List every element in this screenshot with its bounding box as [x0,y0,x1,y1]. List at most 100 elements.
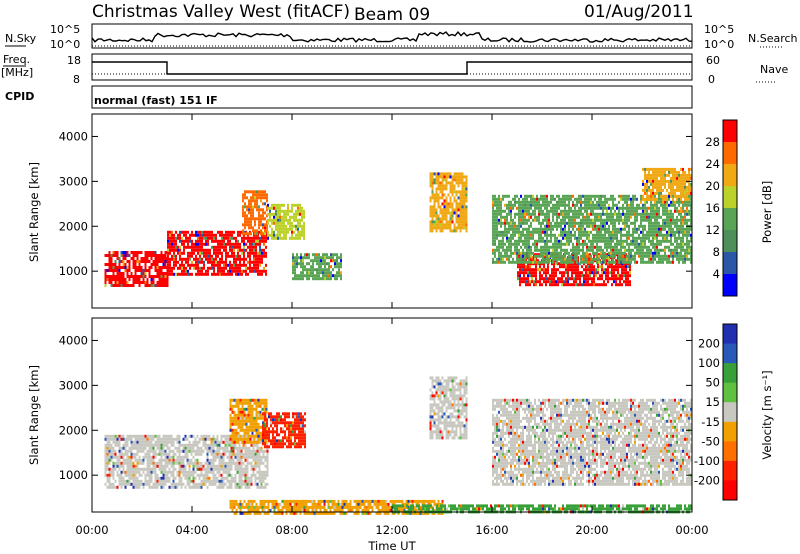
power-colorbar-tick: 12 [705,223,720,237]
velocity-colorbar-tick: -100 [694,454,720,468]
power-ytick-label: 3000 [59,174,88,188]
velocity-xtick-label: 16:00 [475,523,508,537]
velocity-ytick-label: 3000 [59,378,88,392]
velocity-colorbar-cell [723,421,737,442]
velocity-colorbar-tick: -15 [701,415,720,429]
freq-right-tick-top: 60 [706,54,720,67]
power-colorbar-cell [723,208,737,231]
velocity-colorbar-tick: -200 [694,473,720,487]
velocity-colorbar: 200 100 50 15 -15 -50 -100 -200 [694,323,738,501]
freq-panel-frame [91,53,693,81]
velocity-colorbar-cell [723,363,737,384]
noise-right-top: 10^5 [704,23,734,36]
power-ytick-label: 4000 [59,129,88,143]
velocity-xtick-label: 12:00 [375,523,408,537]
velocity-region-5 [229,499,444,515]
velocity-colorbar-label: Velocity [m s⁻¹] [760,370,774,459]
velocity-colorbar-tick: 200 [698,337,720,351]
velocity-region-4 [492,398,692,486]
power-colorbar-cell [723,252,737,275]
power-colorbar-cell [723,142,737,165]
velocity-ytick-label: 1000 [59,468,88,482]
power-colorbar-cell [723,274,737,297]
cpid-panel-frame [91,85,693,109]
freq-trace [92,61,692,75]
power-region-1 [167,230,267,276]
velocity-colorbar-cell [723,460,737,481]
power-ytick-label: 2000 [59,219,88,233]
power-colorbar-tick: 20 [705,179,720,193]
nave-label: Nave [760,63,788,76]
power-y-axis: 1000 2000 3000 4000 [59,129,692,278]
power-colorbar-tick: 4 [713,267,720,281]
velocity-region-0 [104,434,269,489]
freq-unit-label: [MHz] [1,66,33,79]
power-colorbar-tick: 16 [705,201,720,215]
power-colorbar-tick: 28 [705,135,720,149]
noise-right-bottom: 10^0 [704,38,734,51]
power-region-3 [267,203,305,240]
velocity-region-2 [262,412,306,449]
power-colorbar-label: Power [dB] [760,181,774,244]
noise-panel-frame [91,23,693,49]
power-colorbar-cell [723,230,737,253]
velocity-xtick-label: 00:00 [75,523,108,537]
power-region-5 [429,172,468,233]
beam-label: Beam 09 [354,5,430,25]
velocity-colorbar-cell [723,343,737,364]
date-label: 01/Aug/2011 [584,2,694,22]
velocity-ytick-label: 4000 [59,333,88,347]
freq-label: Freq. [3,53,30,66]
velocity-x-axis: 00:00 04:00 08:00 12:00 16:00 20:00 00:00 [75,318,709,537]
cpid-label: CPID [5,90,34,103]
power-heatmap [104,167,692,287]
power-colorbar-cell [723,120,737,143]
velocity-colorbar-cell [723,441,737,462]
power-region-0 [104,251,169,287]
velocity-ylabel: Slant Range [km] [27,365,41,465]
nsky-label: N.Sky [5,32,37,45]
velocity-colorbar-tick: 15 [705,395,720,409]
velocity-xtick-label: 20:00 [575,523,608,537]
velocity-colorbar-cell [723,324,737,345]
nsky-trace [91,31,693,44]
freq-left-tick-bottom: 8 [73,73,80,86]
velocity-colorbar-tick: 50 [705,376,720,390]
velocity-colorbar-frame [722,323,738,501]
velocity-xtick-label: 00:00 [675,523,708,537]
power-ylabel: Slant Range [km] [27,162,41,262]
power-x-ticks [91,114,693,308]
velocity-y-axis: 1000 2000 3000 4000 [59,333,692,482]
power-colorbar-frame [722,119,738,297]
power-colorbar-tick: 24 [705,157,720,171]
freq-left-tick-top: 18 [67,54,81,67]
velocity-xtick-label: 08:00 [275,523,308,537]
velocity-colorbar-tick: 100 [698,356,720,370]
power-colorbar-cell [723,164,737,187]
velocity-xlabel: Time UT [367,539,416,553]
velocity-colorbar-cell [723,480,737,501]
noise-left-bottom: 10^0 [50,38,80,51]
velocity-colorbar-cell [723,402,737,423]
velocity-colorbar-cell [723,382,737,403]
velocity-colorbar-tick: -50 [701,434,720,448]
power-colorbar-cell [723,186,737,209]
velocity-heatmap [104,376,692,515]
power-colorbar-tick: 8 [713,245,720,259]
velocity-xtick-label: 04:00 [175,523,208,537]
power-colorbar: 28 24 20 16 12 8 4 [705,119,738,297]
nsearch-label: N.Search [748,32,798,45]
freq-right-tick-bottom: 0 [708,73,715,86]
power-region-8 [642,167,692,201]
power-region-2 [242,190,268,236]
power-ytick-label: 1000 [59,264,88,278]
velocity-region-1 [229,398,268,444]
noise-left-top: 10^5 [50,23,80,36]
velocity-ytick-label: 2000 [59,423,88,437]
velocity-region-3 [429,376,468,440]
power-region-7 [492,194,692,264]
station-title: Christmas Valley West (fitACF) [92,2,350,22]
power-region-4 [292,253,342,281]
cpid-text: normal (fast) 151 IF [94,94,218,107]
